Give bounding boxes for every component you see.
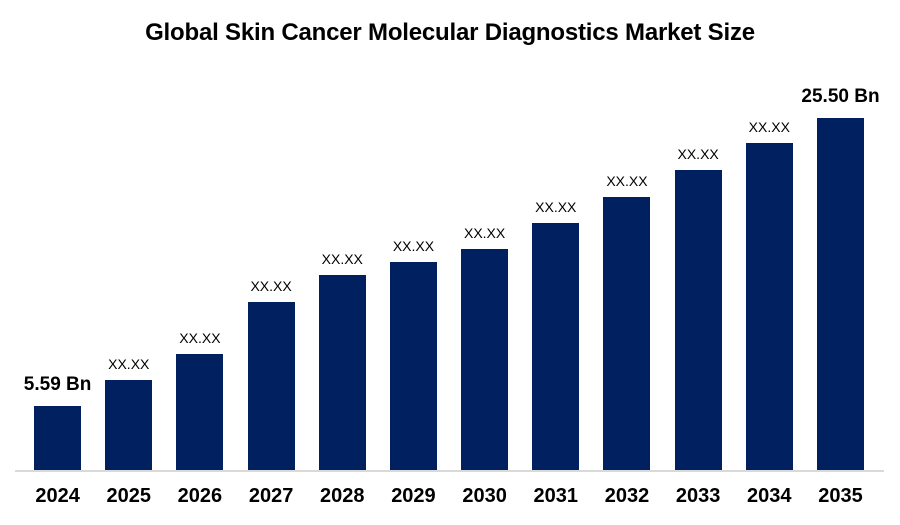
bar-group-2032: XX.XX	[591, 173, 662, 470]
bar-value-label-2028: XX.XX	[321, 251, 363, 267]
bar-value-label-2035: 25.50 Bn	[801, 86, 880, 107]
bar-2030	[461, 249, 509, 470]
bar-value-label-2029: XX.XX	[392, 238, 435, 254]
x-axis-label-2035: 2035	[818, 485, 863, 507]
bar-group-2026: XX.XX	[164, 330, 235, 470]
bar-2026	[176, 354, 224, 470]
x-axis-labels: 2024 2025 2026 2027 2028 2029 2030 2031 2032 2033…	[22, 484, 876, 508]
bar-group-2034: XX.XX	[734, 119, 805, 470]
bar-2025	[105, 380, 153, 470]
bar-value-label-2025: XX.XX	[108, 356, 150, 372]
x-axis-label-2027: 2027	[248, 485, 294, 507]
x-axis-label-2034: 2034	[747, 485, 792, 507]
plot-area: 5.59 Bn XX.XX XX.XX XX.XX XX.XX XX.XX XX.XX XX.…	[22, 86, 880, 470]
bar-2024	[34, 406, 82, 470]
bar-2028	[318, 275, 366, 470]
bar-2029	[389, 262, 437, 470]
x-axis-label-2030: 2030	[462, 485, 507, 507]
chart-title: Global Skin Cancer Molecular Diagnostics…	[145, 19, 755, 46]
x-axis-label-2032: 2032	[604, 485, 650, 507]
bar-group-2033: XX.XX	[663, 146, 734, 470]
bar-group-2030: XX.XX	[449, 225, 520, 470]
bar-group-2024: 5.59 Bn	[22, 374, 93, 470]
bar-2033	[674, 170, 722, 470]
bar-2032	[603, 197, 651, 470]
bar-value-label-2024: 5.59 Bn	[23, 374, 92, 395]
bar-group-2035: 25.50 Bn	[801, 86, 880, 470]
bar-group-2025: XX.XX	[93, 356, 164, 470]
bar-group-2028: XX.XX	[307, 251, 378, 470]
bar-2034	[745, 143, 793, 470]
bar-2027	[247, 302, 295, 470]
bar-value-label-2033: XX.XX	[677, 146, 719, 162]
bar-value-label-2032: XX.XX	[606, 173, 648, 189]
bar-value-label-2034: XX.XX	[748, 119, 790, 135]
x-axis-label-2025: 2025	[106, 485, 152, 507]
x-axis-label-2026: 2026	[177, 485, 223, 507]
bar-2031	[532, 223, 580, 470]
bar-value-label-2027: XX.XX	[250, 278, 292, 294]
x-axis-label-2033: 2033	[675, 485, 721, 507]
x-axis-label-2024: 2024	[35, 485, 80, 507]
bar-value-label-2030: XX.XX	[463, 225, 506, 241]
bar-group-2029: XX.XX	[378, 238, 449, 470]
bar-value-label-2031: XX.XX	[535, 199, 577, 215]
bar-2035	[816, 118, 864, 470]
x-axis-line	[15, 470, 884, 472]
x-axis-label-2029: 2029	[391, 485, 436, 507]
x-axis-label-2031: 2031	[533, 485, 579, 507]
x-axis-label-2028: 2028	[320, 485, 365, 507]
bar-group-2031: XX.XX	[520, 199, 591, 470]
bar-value-label-2026: XX.XX	[179, 330, 221, 346]
bar-group-2027: XX.XX	[236, 278, 307, 470]
